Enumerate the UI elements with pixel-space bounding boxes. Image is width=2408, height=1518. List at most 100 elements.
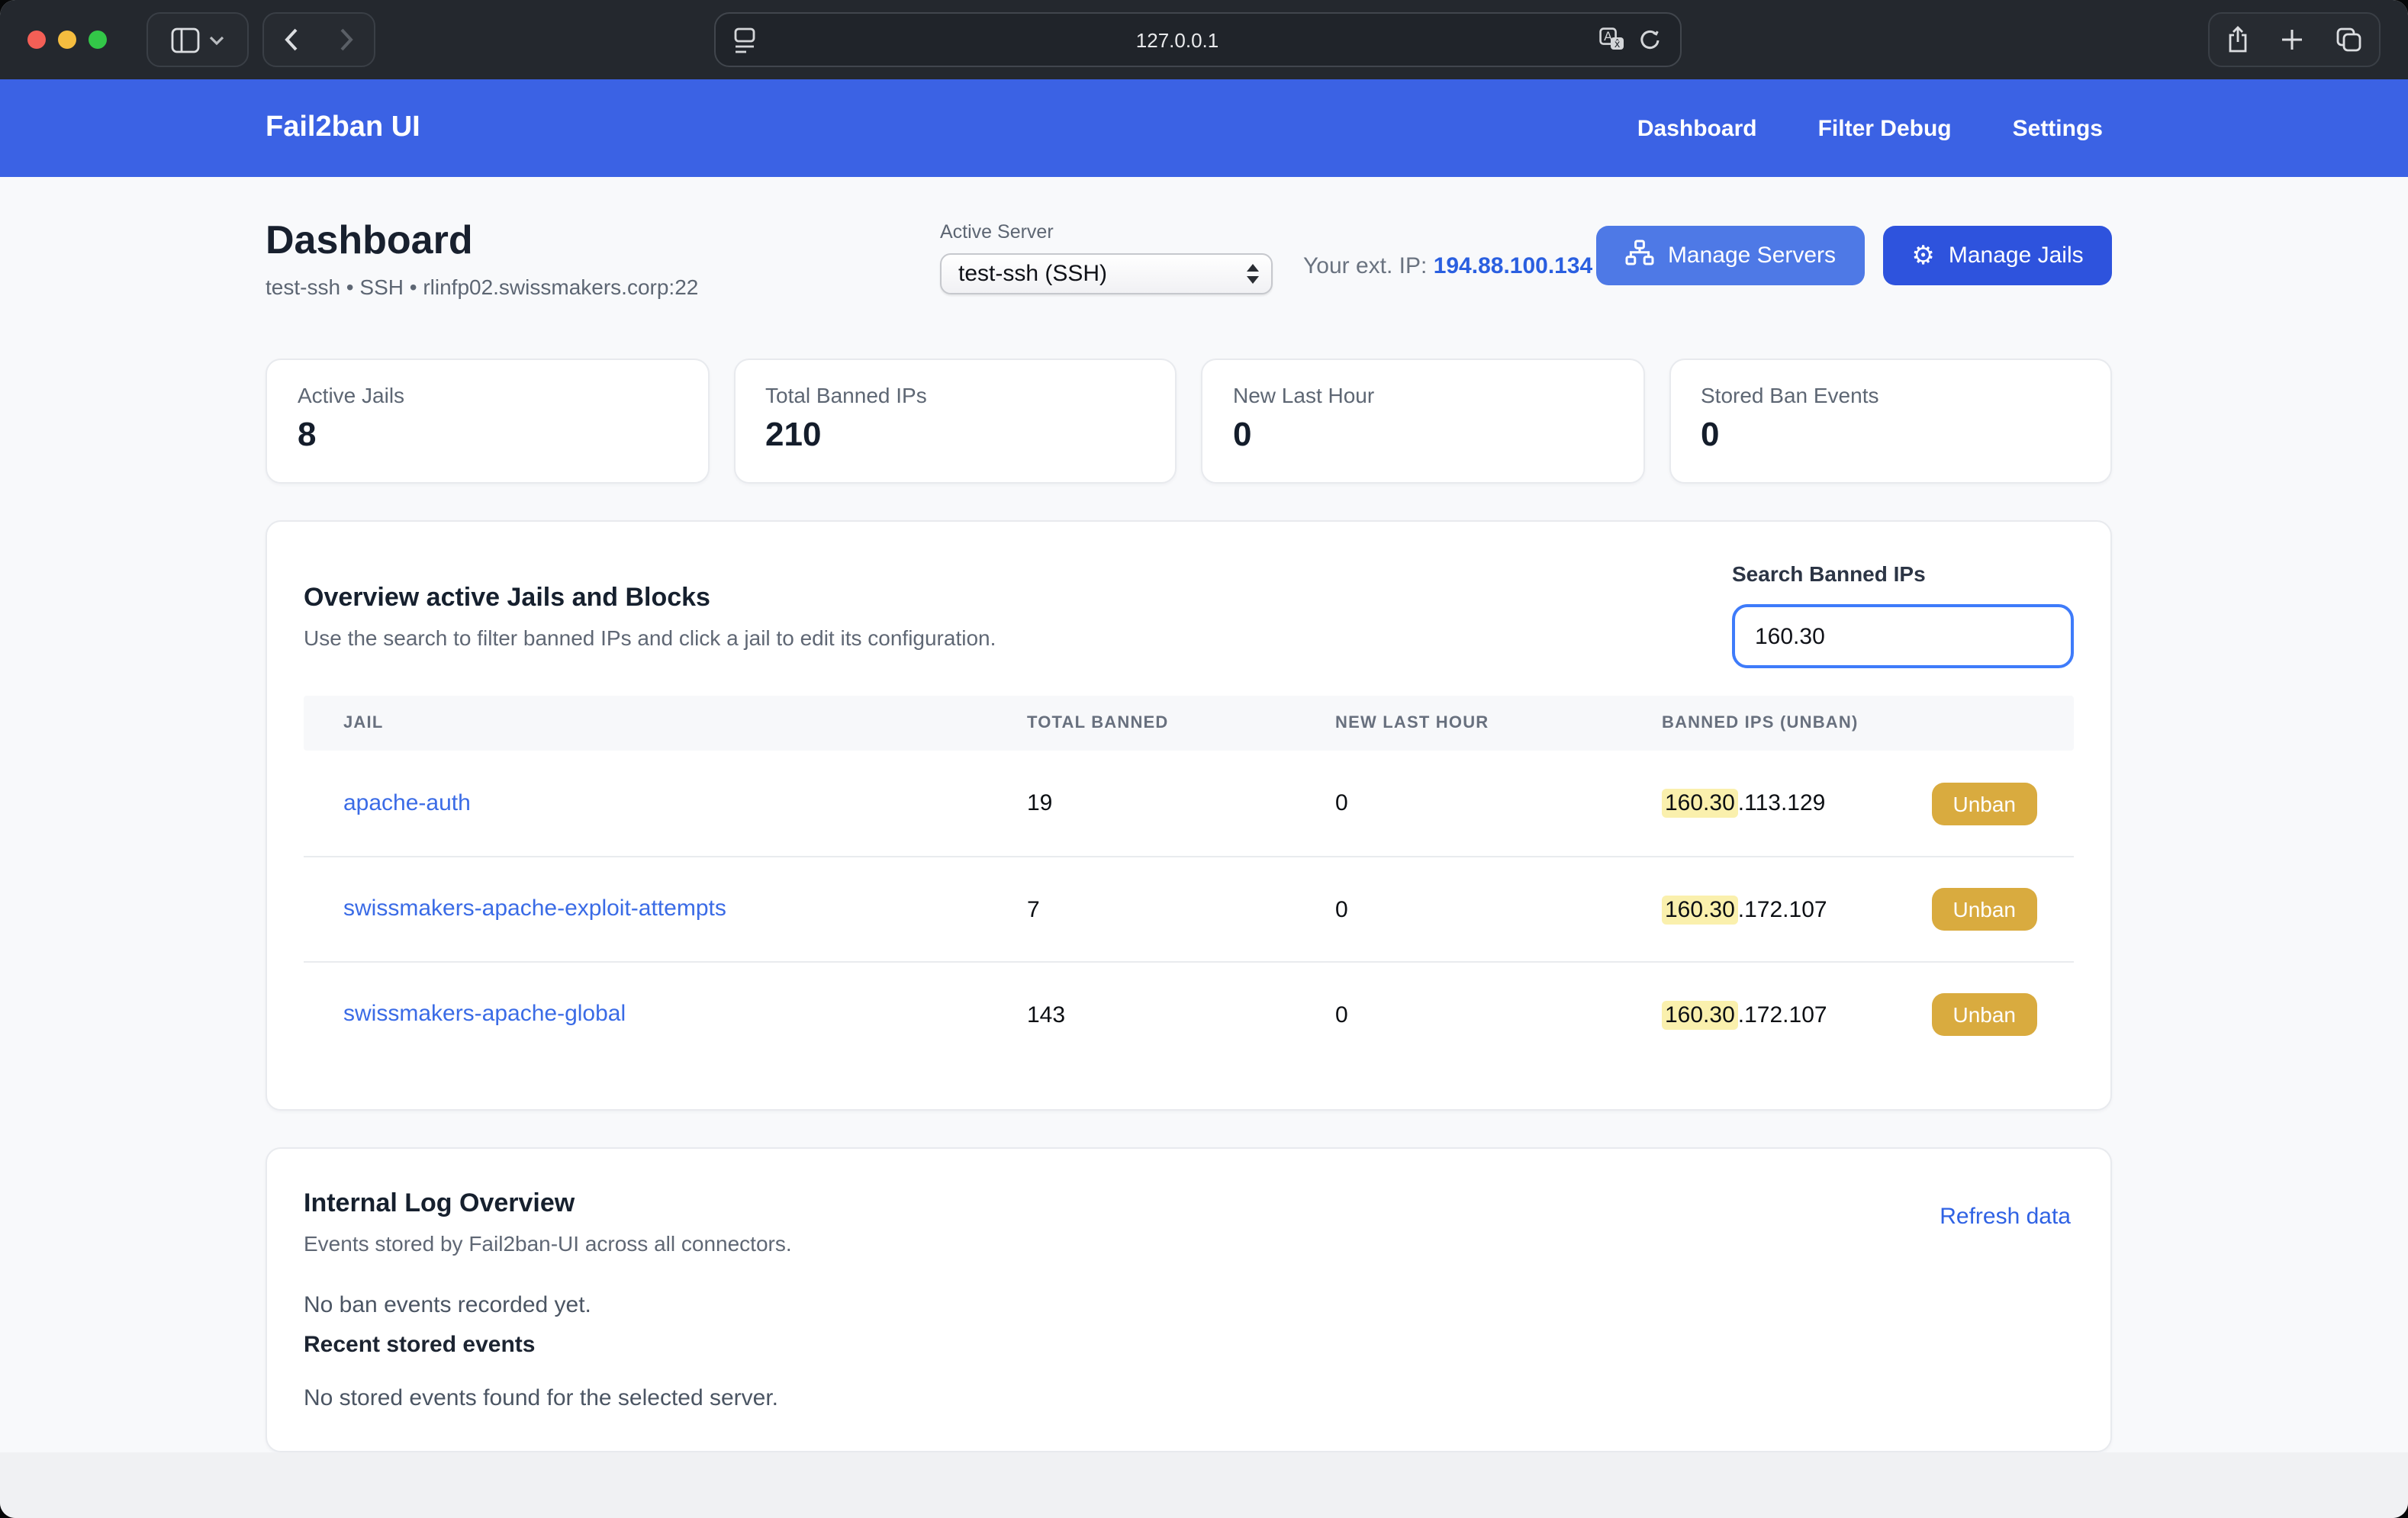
browser-chrome: 127.0.0.1 A x̂ xyxy=(0,0,2408,79)
window-bottom-strip xyxy=(0,1452,2408,1518)
search-banned-ips-input[interactable] xyxy=(1732,604,2074,668)
stat-value: 8 xyxy=(298,415,317,453)
back-icon[interactable] xyxy=(284,27,299,52)
table-row: swissmakers-apache-exploit-attempts 7 0 … xyxy=(304,856,2074,961)
stat-card-stored-ban-events: Stored Ban Events 0 xyxy=(1669,359,2112,484)
overview-subtitle: Use the search to filter banned IPs and … xyxy=(304,626,996,650)
stat-label: Total Banned IPs xyxy=(765,383,927,407)
tab-actions-group xyxy=(2208,12,2381,67)
overview-title: Overview active Jails and Blocks xyxy=(304,583,710,612)
new-tab-icon[interactable] xyxy=(2282,29,2303,50)
col-header-total-banned: TOTAL BANNED xyxy=(1027,714,1169,732)
ip-highlight: 160.30 xyxy=(1662,1000,1738,1029)
col-header-banned-ips: BANNED IPS (UNBAN) xyxy=(1662,714,1859,732)
forward-icon[interactable] xyxy=(339,27,354,52)
chevron-down-icon[interactable] xyxy=(209,34,224,45)
history-nav-group xyxy=(262,12,375,67)
ip-rest: .172.107 xyxy=(1737,896,1827,922)
page-title: Dashboard xyxy=(266,217,473,262)
jails-table: JAIL TOTAL BANNED NEW LAST HOUR BANNED I… xyxy=(304,696,2074,1066)
tab-overview-icon[interactable] xyxy=(2336,27,2362,52)
stat-label: New Last Hour xyxy=(1233,383,1375,407)
reader-view-icon[interactable] xyxy=(734,27,755,53)
search-block: Search Banned IPs xyxy=(1732,561,2074,668)
col-header-jail: JAIL xyxy=(343,714,384,732)
unban-button[interactable]: Unban xyxy=(1931,888,2037,931)
select-stepper-icon xyxy=(1247,264,1259,284)
address-bar[interactable]: 127.0.0.1 A x̂ xyxy=(714,12,1682,67)
total-banned-value: 7 xyxy=(1027,896,1040,922)
sidebar-toggle-group xyxy=(146,12,249,67)
gear-icon: ⚙ xyxy=(1911,241,1935,270)
nav-links: Dashboard Filter Debug Settings xyxy=(1637,115,2103,141)
manage-jails-button[interactable]: ⚙ Manage Jails xyxy=(1883,226,2112,285)
page-subtitle: test-ssh • SSH • rlinfp02.swissmakers.co… xyxy=(266,275,699,299)
manage-servers-label: Manage Servers xyxy=(1667,243,1837,269)
jail-link[interactable]: apache-auth xyxy=(343,790,471,815)
zoom-window-button[interactable] xyxy=(89,31,107,49)
new-last-hour-value: 0 xyxy=(1335,790,1348,816)
page-content: Dashboard test-ssh • SSH • rlinfp02.swis… xyxy=(266,177,2112,1452)
new-last-hour-value: 0 xyxy=(1335,1002,1348,1028)
reload-icon[interactable] xyxy=(1639,27,1662,52)
minimize-window-button[interactable] xyxy=(58,31,76,49)
sidebar-toggle-icon[interactable] xyxy=(171,27,200,53)
total-banned-value: 19 xyxy=(1027,790,1053,816)
active-server-block: Active Server test-ssh (SSH) xyxy=(940,221,1273,294)
table-header-row: JAIL TOTAL BANNED NEW LAST HOUR BANNED I… xyxy=(304,696,2074,751)
total-banned-value: 143 xyxy=(1027,1002,1066,1028)
stat-value: 0 xyxy=(1701,415,1720,453)
stat-label: Active Jails xyxy=(298,383,405,407)
table-row: apache-auth 19 0 160.30.113.129 Unban xyxy=(304,751,2074,856)
sitemap-icon xyxy=(1625,240,1654,272)
stat-card-new-last-hour: New Last Hour 0 xyxy=(1201,359,1644,484)
share-icon[interactable] xyxy=(2226,26,2249,53)
search-label: Search Banned IPs xyxy=(1732,561,1926,586)
manage-servers-button[interactable]: Manage Servers xyxy=(1596,226,1865,285)
active-server-label: Active Server xyxy=(940,221,1054,243)
stat-value: 210 xyxy=(765,415,822,453)
stat-label: Stored Ban Events xyxy=(1701,383,1879,407)
close-window-button[interactable] xyxy=(27,31,46,49)
no-stored-events-text: No stored events found for the selected … xyxy=(304,1385,779,1411)
translate-icon[interactable]: A x̂ xyxy=(1599,27,1625,52)
recent-stored-events-title: Recent stored events xyxy=(304,1332,536,1358)
ip-rest: .113.129 xyxy=(1737,790,1826,816)
manage-jails-label: Manage Jails xyxy=(1948,243,2084,269)
app-brand: Fail2ban UI xyxy=(266,111,420,143)
ip-highlight: 160.30 xyxy=(1662,895,1738,924)
refresh-data-link[interactable]: Refresh data xyxy=(1940,1204,2071,1230)
banned-ip: 160.30.172.107 xyxy=(1662,1000,1827,1029)
ip-highlight: 160.30 xyxy=(1662,789,1738,818)
stat-value: 0 xyxy=(1233,415,1252,453)
svg-text:A: A xyxy=(1604,29,1612,43)
nav-dashboard[interactable]: Dashboard xyxy=(1637,115,1757,141)
active-server-select[interactable]: test-ssh (SSH) xyxy=(940,253,1273,294)
log-title: Internal Log Overview xyxy=(304,1188,575,1217)
stat-cards: Active Jails 8 Total Banned IPs 210 New … xyxy=(266,359,2112,484)
unban-button[interactable]: Unban xyxy=(1931,782,2037,825)
ip-rest: .172.107 xyxy=(1737,1002,1827,1028)
new-last-hour-value: 0 xyxy=(1335,896,1348,922)
unban-button[interactable]: Unban xyxy=(1931,993,2037,1036)
external-ip-label: Your ext. IP: xyxy=(1303,253,1428,279)
external-ip-value[interactable]: 194.88.100.134 xyxy=(1433,253,1593,279)
page-header: Dashboard test-ssh • SSH • rlinfp02.swis… xyxy=(266,177,2112,319)
stat-card-active-jails: Active Jails 8 xyxy=(266,359,709,484)
stat-card-total-banned: Total Banned IPs 210 xyxy=(733,359,1177,484)
banned-ip: 160.30.113.129 xyxy=(1662,789,1826,818)
url-text: 127.0.0.1 xyxy=(1135,28,1219,51)
overview-panel: Overview active Jails and Blocks Use the… xyxy=(266,520,2112,1111)
col-header-new-last-hour: NEW LAST HOUR xyxy=(1335,714,1489,732)
no-ban-events-text: No ban events recorded yet. xyxy=(304,1292,591,1318)
nav-filter-debug[interactable]: Filter Debug xyxy=(1817,115,1952,141)
jail-link[interactable]: swissmakers-apache-global xyxy=(343,1001,626,1027)
banned-ip: 160.30.172.107 xyxy=(1662,895,1827,924)
nav-settings[interactable]: Settings xyxy=(2012,115,2103,141)
svg-text:x̂: x̂ xyxy=(1614,39,1621,50)
window-controls xyxy=(27,31,107,49)
jail-link[interactable]: swissmakers-apache-exploit-attempts xyxy=(343,896,726,921)
active-server-value: test-ssh (SSH) xyxy=(958,261,1108,287)
